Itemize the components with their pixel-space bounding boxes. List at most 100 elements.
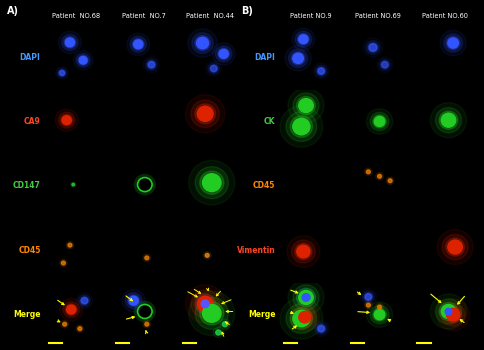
Text: CA9: CA9 [24, 117, 41, 126]
Circle shape [313, 63, 330, 79]
Text: DAPI: DAPI [255, 52, 275, 62]
Circle shape [376, 303, 383, 311]
Circle shape [366, 109, 393, 134]
Circle shape [442, 234, 468, 260]
Text: Vimentin: Vimentin [237, 246, 275, 255]
Circle shape [446, 36, 460, 50]
Circle shape [366, 302, 393, 327]
Circle shape [129, 296, 138, 305]
Text: Patient NO.69: Patient NO.69 [355, 13, 401, 19]
Circle shape [369, 44, 377, 51]
Circle shape [364, 293, 373, 301]
Circle shape [448, 240, 462, 254]
Circle shape [62, 116, 71, 125]
Circle shape [288, 49, 308, 68]
Text: Patient NO.60: Patient NO.60 [422, 13, 468, 19]
Circle shape [313, 321, 330, 337]
Circle shape [61, 261, 65, 265]
Circle shape [81, 298, 88, 304]
Circle shape [373, 115, 386, 128]
Circle shape [200, 302, 224, 325]
Circle shape [373, 308, 386, 321]
Circle shape [188, 29, 217, 57]
Circle shape [68, 243, 72, 247]
Circle shape [386, 177, 394, 184]
Circle shape [191, 290, 219, 317]
Circle shape [445, 308, 452, 315]
Circle shape [290, 116, 313, 137]
Circle shape [143, 254, 151, 262]
Circle shape [197, 106, 213, 121]
Circle shape [297, 288, 316, 307]
Circle shape [378, 174, 381, 178]
Circle shape [293, 285, 319, 310]
Circle shape [185, 95, 225, 133]
Circle shape [60, 299, 83, 321]
Circle shape [128, 295, 139, 307]
Circle shape [66, 241, 74, 249]
Circle shape [59, 70, 65, 76]
Circle shape [317, 324, 325, 333]
Circle shape [286, 303, 317, 334]
Circle shape [78, 295, 91, 306]
Circle shape [299, 290, 313, 304]
Circle shape [374, 309, 385, 320]
Text: Merge: Merge [13, 310, 41, 319]
Circle shape [189, 160, 235, 205]
Circle shape [293, 53, 303, 63]
Text: Patient NO.9: Patient NO.9 [290, 13, 332, 19]
Circle shape [76, 325, 84, 332]
Circle shape [318, 68, 324, 74]
Circle shape [203, 252, 211, 259]
Circle shape [366, 170, 370, 174]
Circle shape [291, 52, 305, 65]
Circle shape [315, 65, 327, 77]
Circle shape [364, 168, 372, 176]
Circle shape [220, 319, 230, 329]
Circle shape [378, 305, 381, 309]
Circle shape [301, 293, 311, 302]
Circle shape [55, 109, 78, 131]
Circle shape [59, 112, 75, 128]
Circle shape [148, 62, 155, 68]
Circle shape [218, 48, 230, 60]
Circle shape [191, 100, 219, 127]
Circle shape [299, 98, 313, 113]
Circle shape [379, 59, 391, 70]
Text: Patient  NO.44: Patient NO.44 [186, 13, 235, 19]
Circle shape [205, 253, 209, 257]
Circle shape [60, 114, 73, 126]
Circle shape [63, 322, 67, 326]
Circle shape [380, 61, 389, 69]
Circle shape [297, 310, 312, 325]
Circle shape [293, 310, 310, 327]
Circle shape [447, 308, 460, 321]
Circle shape [127, 33, 150, 55]
Circle shape [444, 307, 453, 316]
Circle shape [290, 308, 313, 329]
Circle shape [388, 179, 392, 183]
Circle shape [195, 294, 215, 314]
Circle shape [439, 111, 458, 129]
Circle shape [296, 288, 316, 307]
Circle shape [60, 70, 65, 76]
Circle shape [297, 245, 310, 258]
Circle shape [376, 173, 383, 180]
Circle shape [198, 297, 212, 311]
Circle shape [64, 37, 76, 48]
Circle shape [143, 320, 151, 328]
Circle shape [195, 36, 210, 50]
Circle shape [185, 285, 225, 323]
Circle shape [78, 327, 82, 330]
Circle shape [366, 303, 370, 307]
Circle shape [67, 305, 76, 314]
Circle shape [364, 301, 372, 309]
Circle shape [442, 306, 454, 317]
Circle shape [288, 88, 324, 123]
Circle shape [294, 307, 316, 328]
Circle shape [368, 43, 378, 52]
Circle shape [439, 302, 458, 321]
Circle shape [441, 113, 456, 127]
Text: Patient  NO.68: Patient NO.68 [52, 13, 101, 19]
Circle shape [366, 41, 380, 54]
